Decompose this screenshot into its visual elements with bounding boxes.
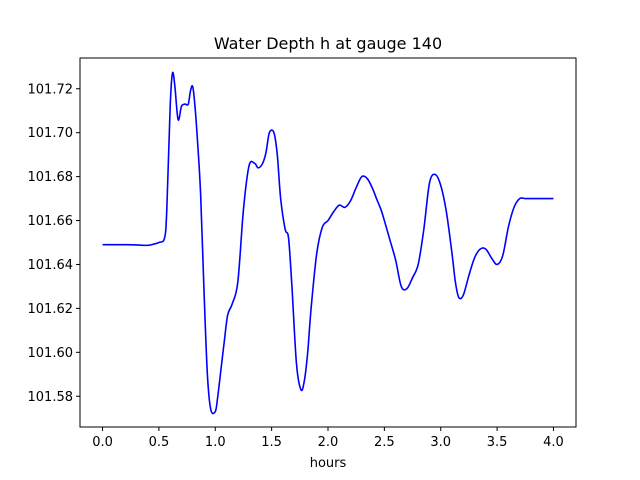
x-tick-label: 4.0 bbox=[543, 435, 564, 450]
x-tick-label: 2.5 bbox=[374, 435, 395, 450]
x-axis-label: hours bbox=[310, 456, 347, 471]
x-tick-label: 3.5 bbox=[487, 435, 508, 450]
x-tick-label: 1.0 bbox=[205, 435, 226, 450]
y-tick-label: 101.60 bbox=[28, 346, 74, 361]
y-tick-label: 101.58 bbox=[28, 390, 74, 405]
plot-frame bbox=[79, 57, 577, 428]
y-tick-label: 101.62 bbox=[28, 302, 74, 317]
x-tick-label: 0.0 bbox=[92, 435, 113, 450]
y-tick-label: 101.72 bbox=[28, 82, 74, 97]
plot-lines bbox=[102, 71, 554, 415]
chart-title: Water Depth h at gauge 140 bbox=[214, 34, 442, 53]
y-tick-label: 101.70 bbox=[28, 126, 74, 141]
x-tick-label: 2.0 bbox=[318, 435, 339, 450]
x-tick-label: 0.5 bbox=[149, 435, 170, 450]
x-tick-label: 1.5 bbox=[261, 435, 282, 450]
x-axis-ticks: 0.0 0.5 1.0 1.5 2.0 2.5 3.0 3.5 4.0 bbox=[92, 427, 564, 450]
y-tick-label: 101.68 bbox=[28, 170, 74, 185]
series-line bbox=[102, 71, 554, 415]
y-tick-label: 101.66 bbox=[28, 214, 74, 229]
x-tick-label: 3.0 bbox=[430, 435, 451, 450]
y-axis-ticks: 101.58 101.60 101.62 101.64 101.66 101.68 101.… bbox=[28, 82, 80, 405]
y-tick-label: 101.64 bbox=[28, 258, 74, 273]
